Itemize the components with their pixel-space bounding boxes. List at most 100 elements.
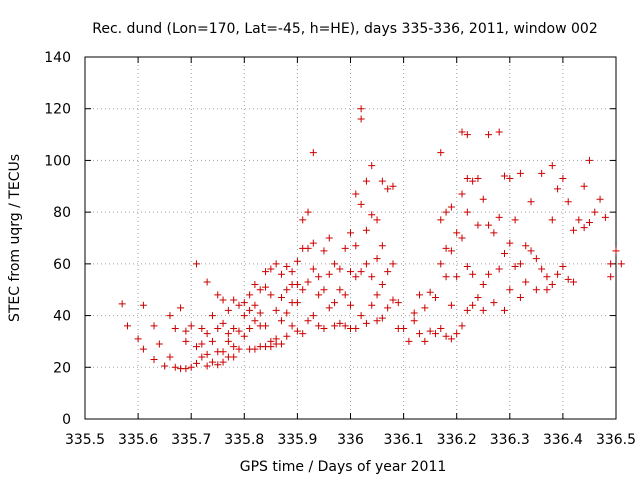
data-point xyxy=(580,224,588,232)
x-tick-label: 336.5 xyxy=(596,432,636,448)
data-point xyxy=(548,281,556,289)
data-point xyxy=(208,312,216,320)
data-point xyxy=(389,182,397,190)
data-point xyxy=(315,291,323,299)
data-point xyxy=(331,299,339,307)
data-point xyxy=(554,270,562,278)
x-tick-label: 336.1 xyxy=(384,432,424,448)
data-point xyxy=(357,105,365,113)
data-point xyxy=(431,293,439,301)
data-point xyxy=(362,260,370,268)
data-point xyxy=(331,260,339,268)
data-point xyxy=(277,270,285,278)
data-point xyxy=(559,262,567,270)
data-point xyxy=(161,362,169,370)
data-point xyxy=(474,175,482,183)
data-point xyxy=(458,322,466,330)
data-point xyxy=(469,177,477,185)
data-point xyxy=(320,325,328,332)
data-point xyxy=(150,322,158,330)
data-points xyxy=(118,105,625,373)
data-point xyxy=(187,322,195,330)
data-point xyxy=(378,242,386,250)
data-point xyxy=(516,293,524,301)
data-point xyxy=(214,325,222,332)
data-point xyxy=(416,330,424,338)
data-point xyxy=(373,255,381,263)
data-point xyxy=(506,286,514,294)
data-point xyxy=(341,291,349,299)
data-point xyxy=(601,213,609,221)
data-point xyxy=(293,257,301,265)
data-point xyxy=(453,273,461,281)
data-point xyxy=(325,234,333,242)
data-point xyxy=(538,265,546,273)
data-point xyxy=(230,296,238,304)
data-point xyxy=(580,182,588,190)
data-point xyxy=(479,195,487,203)
data-point xyxy=(410,309,418,317)
data-point xyxy=(485,270,493,278)
data-point xyxy=(378,177,386,185)
data-point xyxy=(352,273,360,281)
data-point xyxy=(309,149,317,157)
y-tick-label: 60 xyxy=(53,257,71,273)
data-point xyxy=(426,327,434,335)
data-point xyxy=(240,312,248,320)
data-point xyxy=(479,306,487,314)
data-point xyxy=(177,304,185,312)
data-point xyxy=(548,162,556,170)
data-point xyxy=(150,356,158,364)
data-point xyxy=(272,260,280,268)
data-point xyxy=(203,278,211,286)
x-tick-label: 336 xyxy=(337,432,364,448)
data-point xyxy=(277,317,285,325)
data-point xyxy=(384,268,392,276)
data-point xyxy=(224,306,232,314)
data-point xyxy=(453,330,461,338)
data-point xyxy=(442,244,450,252)
data-point xyxy=(437,216,445,224)
y-axis-label: STEC from uqrg / TECUs xyxy=(7,154,23,322)
data-point xyxy=(352,190,360,198)
data-point xyxy=(421,304,429,312)
data-point xyxy=(410,317,418,325)
data-point xyxy=(495,128,503,136)
data-point xyxy=(246,306,254,314)
data-point xyxy=(347,301,354,309)
data-point xyxy=(368,162,376,170)
data-point xyxy=(463,262,471,270)
data-point xyxy=(256,286,264,294)
data-point xyxy=(235,345,243,353)
data-point xyxy=(596,195,604,203)
data-point xyxy=(341,244,349,252)
data-point xyxy=(299,286,307,294)
data-point xyxy=(304,208,312,216)
data-point xyxy=(267,265,275,273)
data-point xyxy=(283,286,291,294)
chart-title: Rec. dund (Lon=170, Lat=-45, h=HE), days… xyxy=(92,21,598,37)
data-point xyxy=(447,301,455,309)
data-point xyxy=(511,216,519,224)
data-point xyxy=(304,278,312,286)
data-point xyxy=(437,260,445,268)
data-point xyxy=(134,335,142,343)
data-point xyxy=(352,325,360,332)
data-point xyxy=(463,208,471,216)
data-point xyxy=(182,327,190,335)
data-point xyxy=(516,169,524,177)
data-point xyxy=(495,265,503,273)
data-point xyxy=(527,247,535,255)
data-point xyxy=(208,358,216,366)
data-point xyxy=(458,128,466,136)
data-point xyxy=(293,299,301,307)
x-axis-label: GPS time / Days of year 2011 xyxy=(240,459,447,475)
data-point xyxy=(442,208,450,216)
data-point xyxy=(405,337,413,345)
data-point xyxy=(203,362,211,370)
y-tick-label: 120 xyxy=(44,102,71,118)
data-point xyxy=(341,322,349,330)
data-point xyxy=(283,332,291,340)
data-point xyxy=(251,301,259,309)
